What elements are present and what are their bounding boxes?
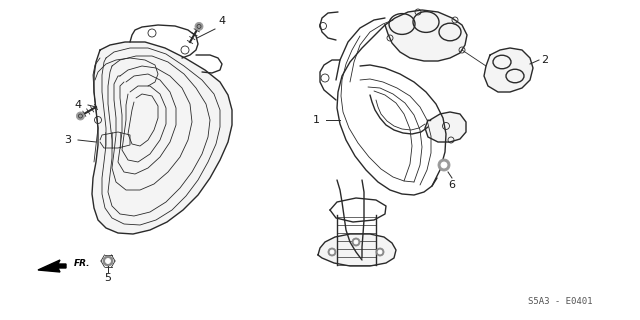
Circle shape — [106, 259, 111, 263]
Circle shape — [438, 159, 450, 171]
Text: 1: 1 — [312, 115, 319, 125]
Text: 4: 4 — [218, 16, 225, 26]
Circle shape — [328, 248, 336, 256]
Polygon shape — [38, 260, 66, 272]
Circle shape — [354, 240, 358, 244]
Text: FR.: FR. — [74, 260, 90, 268]
Circle shape — [76, 112, 84, 120]
Circle shape — [441, 162, 447, 168]
Circle shape — [376, 248, 384, 256]
Polygon shape — [484, 48, 533, 92]
Polygon shape — [318, 234, 396, 266]
Text: 3: 3 — [65, 135, 72, 145]
Polygon shape — [92, 42, 232, 234]
Text: 2: 2 — [541, 55, 548, 65]
Text: S5A3 - E0401: S5A3 - E0401 — [528, 298, 592, 307]
Circle shape — [195, 22, 203, 30]
Text: 6: 6 — [449, 180, 456, 190]
Text: 5: 5 — [104, 273, 111, 283]
Text: 4: 4 — [74, 100, 81, 110]
Circle shape — [352, 238, 360, 246]
Circle shape — [330, 250, 334, 254]
Circle shape — [103, 256, 113, 266]
Circle shape — [378, 250, 382, 254]
Polygon shape — [425, 112, 466, 142]
Polygon shape — [385, 10, 467, 61]
